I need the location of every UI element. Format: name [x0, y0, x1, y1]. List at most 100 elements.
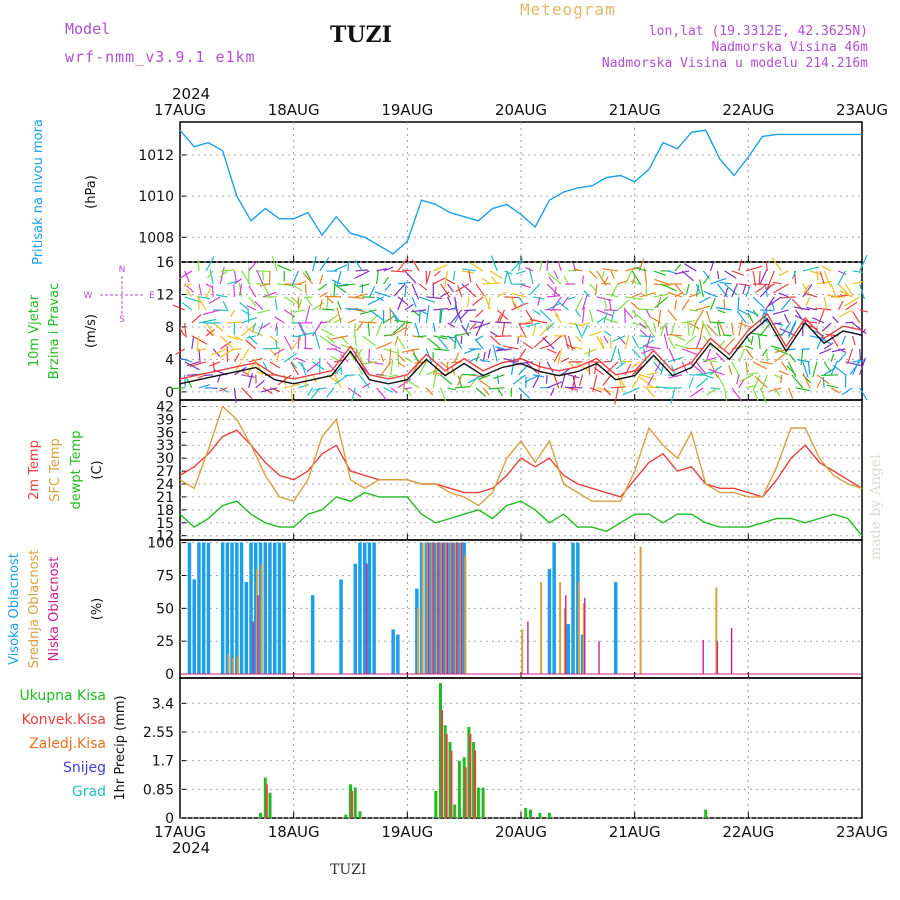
- bottom-date-label: 23AUG: [836, 823, 888, 841]
- wind-barb: [596, 315, 607, 324]
- cloud-bar-2: [446, 542, 449, 674]
- wind-barb: [181, 302, 193, 311]
- wind-barb: [816, 270, 819, 281]
- cloud-bar-2: [730, 628, 733, 675]
- wind-barb: [765, 285, 768, 297]
- wind-barb: [532, 309, 541, 316]
- wind-barb: [393, 283, 406, 297]
- wind-barb: [483, 282, 501, 285]
- wind-barb: [229, 309, 235, 318]
- model-label: Model: [65, 20, 111, 38]
- wind-barb: [821, 374, 839, 377]
- wind-barb: [518, 364, 529, 376]
- wind-barb: [654, 361, 662, 372]
- wind-barb: [859, 283, 865, 300]
- wind-barb: [702, 274, 710, 285]
- temperature-ytick-label: 33: [156, 438, 174, 454]
- cloud-bar-0: [462, 542, 466, 674]
- cloud-bar-0: [244, 582, 249, 675]
- wind-barb: [660, 326, 665, 337]
- wind-barb: [859, 387, 868, 401]
- precip-panel-frame: [179, 677, 863, 819]
- temperature-ytick-label: 18: [156, 503, 174, 519]
- cloud-bar-0: [452, 542, 457, 674]
- wind-barb: [610, 386, 627, 389]
- cloud-bar-0: [187, 542, 192, 674]
- wind-barb: [180, 358, 193, 363]
- wind-barb: [681, 348, 699, 356]
- wind-barb: [778, 292, 789, 298]
- wind-barb: [467, 374, 484, 384]
- cloud-bar-1: [421, 542, 424, 674]
- wind-barb: [219, 348, 235, 358]
- cloud-bar-0: [358, 542, 362, 674]
- wind-barb: [639, 292, 656, 298]
- wind-barb: [755, 283, 768, 294]
- wind-title-2: Brzina i Pravac: [47, 283, 62, 380]
- wind-barb: [321, 308, 334, 311]
- wind-barb: [603, 387, 612, 396]
- wind-barb: [639, 322, 647, 330]
- wind-barb: [625, 266, 641, 272]
- wind-barb: [689, 387, 704, 398]
- wind-barb: [302, 272, 314, 285]
- pressure-ylabel: (hPa): [84, 175, 99, 209]
- wind-barb: [563, 276, 569, 285]
- wind-barb: [631, 365, 643, 376]
- wind-barb: [581, 322, 590, 327]
- top-date-label: 17AUG: [154, 101, 206, 119]
- wind-barb: [685, 335, 697, 346]
- wind-barb: [298, 383, 310, 389]
- wind-barb: [374, 291, 391, 298]
- top-date-label: 19AUG: [381, 101, 433, 119]
- cloud-bar-0: [415, 588, 419, 674]
- wind-barb: [468, 270, 472, 283]
- wind-barb: [259, 283, 271, 287]
- wind-barb: [844, 296, 860, 307]
- temperature-ytick-label: 36: [156, 425, 174, 441]
- wind-barb: [646, 387, 656, 398]
- wind-barb: [819, 348, 832, 355]
- wind-barb: [348, 296, 365, 299]
- wind-barb: [786, 365, 797, 376]
- wind-barb: [759, 322, 772, 337]
- wind-barb: [670, 387, 676, 405]
- wind-barb: [518, 387, 531, 399]
- wind-barb: [368, 348, 371, 364]
- wind-barb: [674, 335, 686, 341]
- wind-barb: [606, 293, 619, 298]
- wind-barb: [383, 266, 394, 272]
- wind-barb: [823, 296, 828, 311]
- cloud-bar-0: [258, 542, 263, 674]
- wind-barb: [688, 322, 700, 330]
- wind-barb: [298, 280, 307, 285]
- wind-barb: [640, 348, 654, 355]
- wind-barb: [750, 335, 754, 346]
- wind-barb: [186, 288, 193, 298]
- wind-barb: [546, 361, 554, 373]
- wind-barb: [307, 387, 314, 396]
- temperature-ytick-label: 42: [156, 399, 174, 415]
- wind-barb: [450, 309, 463, 324]
- wind-barb: [812, 317, 825, 324]
- wind-barb: [397, 348, 400, 367]
- wind-barb: [325, 295, 342, 298]
- wind-barb: [643, 320, 655, 337]
- wind-barb: [802, 361, 809, 378]
- wind-barb: [347, 348, 355, 361]
- wind-barb: [738, 378, 745, 389]
- wind-ylabel: (m/s): [84, 314, 99, 348]
- wind-barb: [241, 324, 256, 337]
- wind-barb: [330, 335, 349, 340]
- wind-barb: [774, 348, 789, 355]
- wind-barb: [304, 270, 312, 281]
- wind-barb: [592, 374, 598, 392]
- precip-bar-0: [704, 809, 708, 818]
- wind-barb: [691, 322, 697, 336]
- cloud-bar-2: [432, 542, 434, 674]
- wind-barb: [277, 264, 292, 272]
- wind-barb: [668, 348, 676, 363]
- wind-barb: [539, 344, 551, 350]
- wind-barb: [218, 387, 228, 392]
- wind-barb: [837, 353, 847, 363]
